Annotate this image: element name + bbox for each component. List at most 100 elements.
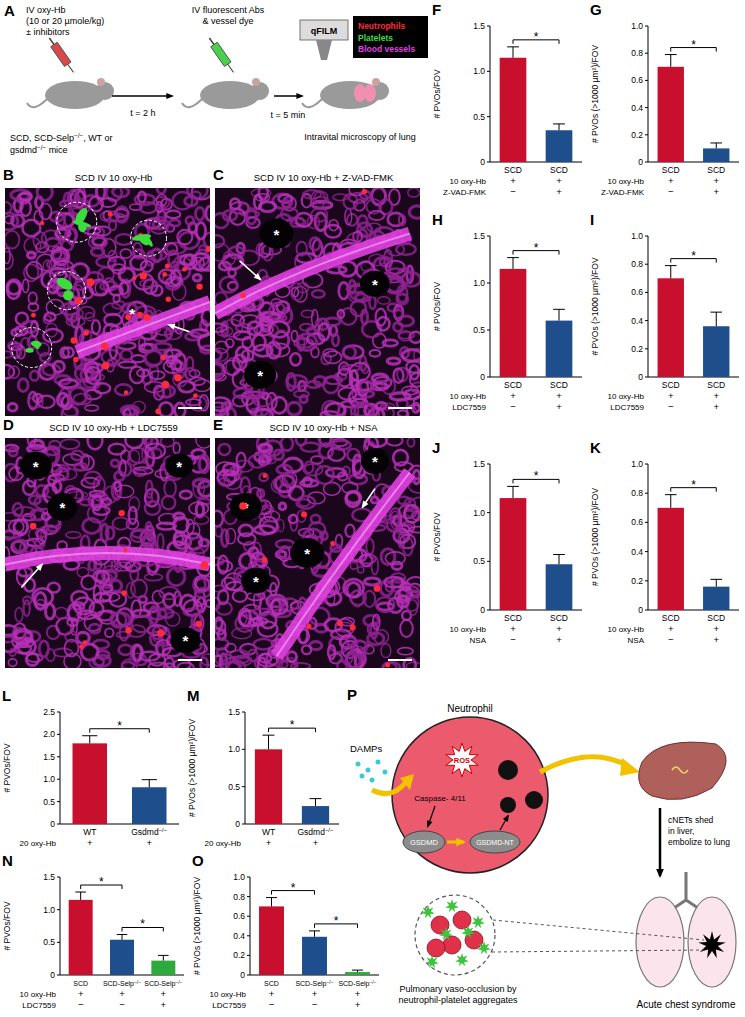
- capillary: [325, 619, 342, 632]
- y-axis: [490, 26, 491, 162]
- neutrophil: [79, 644, 84, 649]
- capillary: [178, 663, 194, 668]
- capillary: [26, 262, 42, 279]
- capillary: [345, 638, 357, 645]
- text-part: +: [713, 634, 719, 645]
- y-tick: [645, 236, 648, 237]
- text-part: 0: [240, 970, 245, 980]
- text-part: 0.5: [473, 325, 485, 335]
- error-bar: [665, 266, 677, 279]
- neutrophil: [137, 312, 143, 318]
- capillary: [175, 533, 183, 545]
- significance-label: *: [534, 241, 539, 255]
- capillary: [7, 280, 21, 295]
- significance-label: *: [691, 478, 696, 492]
- large-vessel-wall: [5, 553, 210, 565]
- neutrophil: [124, 390, 128, 394]
- text-part: 10 oxy-Hb: [608, 625, 645, 634]
- text-part: 0.4: [631, 316, 643, 326]
- y-axis: [648, 26, 649, 162]
- text-part: SCD: [504, 165, 522, 175]
- capillary: [28, 252, 36, 258]
- text-part: t = 5 min: [271, 110, 306, 120]
- capillary: [89, 624, 100, 633]
- capillary: [9, 448, 17, 457]
- neutrophil: [201, 561, 209, 569]
- condition-mark: +: [161, 988, 167, 999]
- capillary: [175, 403, 186, 416]
- text-part: SCD, SCD-Selp: [10, 133, 74, 143]
- syringe: [46, 36, 77, 75]
- mouse-body: [320, 81, 380, 109]
- y-axis: [60, 877, 61, 975]
- text-part: 0.5: [43, 797, 55, 807]
- neutrophil: [206, 246, 210, 252]
- capillary: [119, 645, 133, 655]
- y-tick-label: 0: [480, 157, 485, 167]
- capillary: [115, 482, 121, 491]
- capillary: [145, 501, 160, 515]
- neutrophil: [30, 523, 37, 530]
- text-part: 0: [50, 970, 55, 980]
- condition-label: NSA: [470, 636, 487, 645]
- y-tick-label: 0.5: [228, 782, 240, 792]
- micrograph: ****: [5, 438, 210, 668]
- mouse-ear: [252, 78, 260, 86]
- capillary: [234, 388, 252, 398]
- y-tick-label: 2.0: [43, 729, 55, 739]
- error-cap: [507, 486, 519, 487]
- text-part: # PVOs/FOV: [2, 743, 12, 792]
- text-part: +: [510, 175, 516, 186]
- syringe-plunger: [209, 38, 214, 45]
- mouse-body: [200, 81, 260, 109]
- condition-mark: +: [713, 390, 719, 401]
- capillary: [344, 579, 364, 597]
- capillary: [88, 438, 103, 449]
- capillary: [90, 374, 105, 381]
- y-tick-label: 0.4: [631, 316, 643, 326]
- error-stem: [122, 934, 123, 939]
- capillary: [223, 360, 241, 375]
- text-part: WT: [262, 827, 275, 837]
- mouse-lung: [364, 84, 376, 102]
- text-part: H: [432, 211, 443, 228]
- condition-label: 10 oxy-Hb: [450, 177, 487, 186]
- capillary: [350, 562, 357, 569]
- text-part: 1.0: [473, 508, 485, 518]
- capillary: [370, 350, 381, 357]
- capillary: [8, 659, 16, 666]
- panel-letter: H: [432, 211, 443, 228]
- condition-mark: −: [510, 401, 516, 412]
- superscript: −/−: [37, 144, 46, 151]
- label: Platelets: [358, 33, 393, 43]
- text-part: 0.6: [631, 287, 643, 297]
- y-tick: [645, 610, 648, 611]
- error-bar: [553, 555, 565, 565]
- alveolus-marker: *: [59, 499, 65, 516]
- error-stem: [315, 799, 316, 806]
- capillary: [225, 644, 236, 652]
- text-part: +: [668, 175, 674, 186]
- text-part: SCD: [73, 980, 88, 987]
- capillary: [154, 343, 171, 350]
- text-part: N: [2, 852, 13, 869]
- capillary: [269, 303, 285, 321]
- capillary: [157, 188, 165, 194]
- text-part: Intravital microscopy of lung: [304, 132, 416, 142]
- capillary: [164, 387, 171, 397]
- y-tick: [57, 909, 60, 910]
- error-cap: [665, 54, 677, 55]
- significance-label: *: [140, 917, 145, 931]
- capillary: [242, 350, 253, 361]
- capillary: [392, 562, 402, 569]
- capillary: [402, 350, 420, 362]
- y-tick: [242, 749, 245, 750]
- y-tick-label: 0.2: [631, 130, 643, 140]
- y-tick: [242, 712, 245, 713]
- text-part: 0.5: [43, 937, 55, 947]
- y-tick: [57, 942, 60, 943]
- text-part: −: [668, 401, 674, 412]
- capillary: [410, 373, 420, 387]
- text-part: *: [691, 38, 696, 52]
- large-vessel-wall: [77, 302, 210, 352]
